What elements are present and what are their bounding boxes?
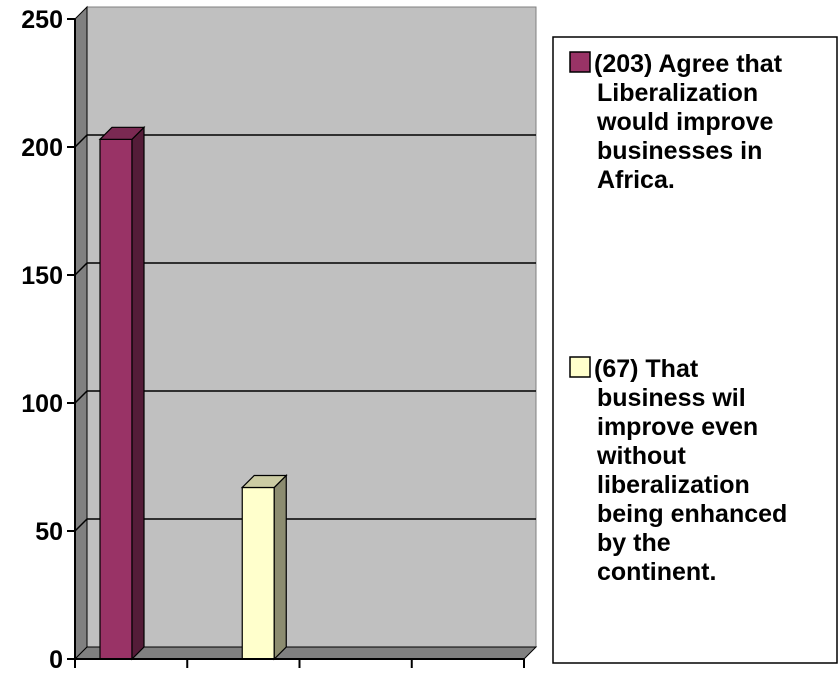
bar-side	[273, 474, 287, 661]
y-tick-label: 150	[21, 262, 63, 290]
bar-top	[98, 126, 146, 140]
bar	[98, 125, 146, 661]
axes: 0 50 100 150 200 250	[21, 6, 525, 674]
legend-label: business wil	[597, 384, 746, 412]
legend-label: businesses in	[597, 137, 762, 165]
legend-label: liberalization	[597, 471, 750, 499]
gridline-side	[74, 390, 88, 404]
legend-label: continent.	[597, 558, 716, 586]
plot-floor	[73, 646, 538, 660]
legend-label: Africa.	[597, 166, 675, 194]
legend-label: being enhanced	[597, 500, 787, 528]
legend-label: (203) Agree that	[594, 50, 783, 78]
gridlines	[74, 134, 536, 532]
legend-label: without	[596, 442, 687, 470]
legend-swatch	[569, 51, 591, 73]
y-tick-label: 50	[35, 518, 63, 546]
legend-label: (67) That	[594, 355, 699, 383]
legend-label: by the	[597, 529, 671, 557]
plot-back-wall	[86, 6, 537, 648]
y-tick-label: 0	[49, 646, 63, 674]
legend-label: Liberalization	[597, 79, 758, 107]
bar-side	[131, 125, 145, 661]
gridline-side	[74, 134, 88, 148]
gridline-side	[74, 262, 88, 276]
legend-box	[552, 36, 838, 664]
legend-label: improve even	[597, 413, 758, 441]
bar-front	[241, 486, 275, 660]
bar-front	[99, 138, 133, 660]
bar	[240, 474, 288, 661]
y-tick-label: 200	[21, 134, 63, 162]
gridline-side	[74, 518, 88, 532]
bars	[98, 125, 288, 661]
y-tick-label: 100	[21, 390, 63, 418]
legend-swatch	[569, 356, 591, 378]
plot-side-wall	[74, 5, 88, 661]
y-tick-label: 250	[21, 6, 63, 34]
bar-top	[240, 474, 288, 489]
legend-label: would improve	[596, 108, 774, 136]
